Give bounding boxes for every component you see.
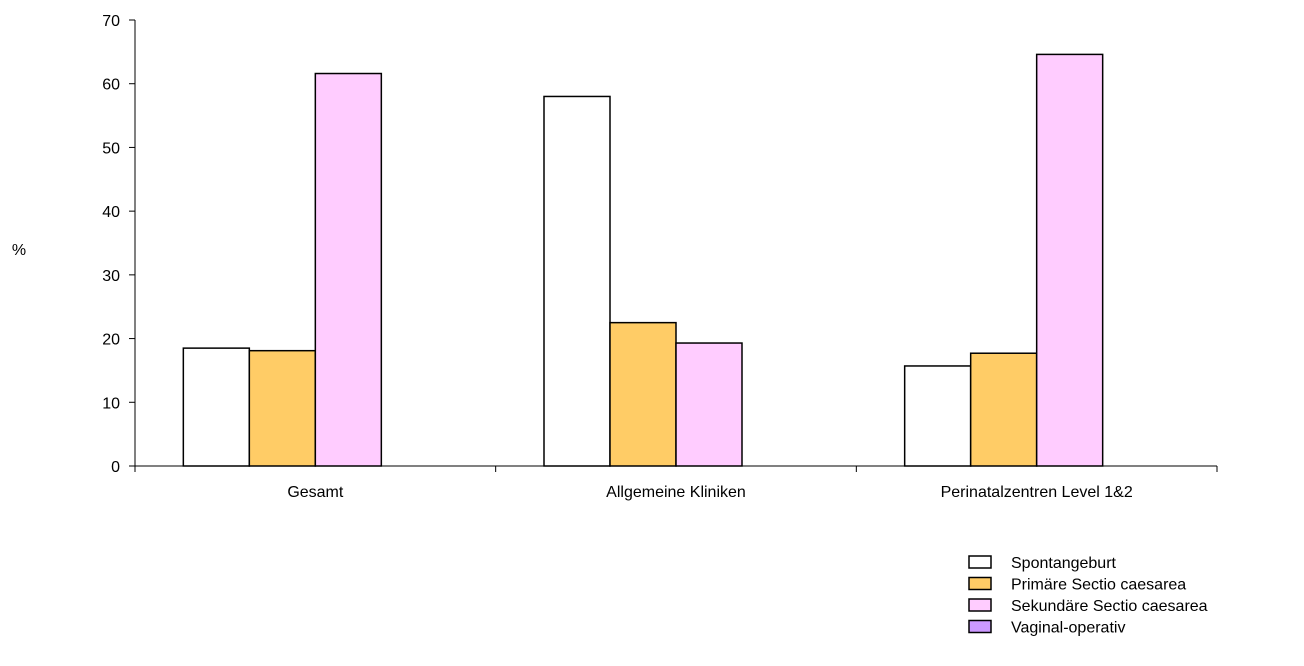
legend-label: Sekundäre Sectio caesarea <box>1011 598 1208 615</box>
x-category-label: Gesamt <box>287 484 344 501</box>
legend-swatch <box>968 555 992 569</box>
y-tick-label: 40 <box>102 204 120 221</box>
y-tick-label: 50 <box>102 140 120 157</box>
bar <box>675 342 743 467</box>
legend-label: Spontangeburt <box>1011 555 1117 572</box>
legend-swatch <box>968 619 992 634</box>
y-tick-label: 20 <box>102 332 120 349</box>
y-axis: 0 10 20 30 40 50 60 70 <box>102 13 136 476</box>
y-tick-label: 0 <box>111 459 120 476</box>
y-tick-label: 30 <box>102 268 120 285</box>
legend-swatch <box>968 576 992 591</box>
x-category-label: Perinatalzentren Level 1&2 <box>941 484 1133 501</box>
bar <box>1035 53 1104 467</box>
legend-swatch <box>968 598 992 612</box>
bar <box>903 365 972 467</box>
bar <box>314 72 383 467</box>
legend: Spontangeburt Primäre Sectio caesarea Seku… <box>968 555 1208 637</box>
y-tick-label: 10 <box>102 395 120 412</box>
x-category-label: Allgemeine Kliniken <box>606 484 746 501</box>
y-tick-label: 60 <box>102 77 120 94</box>
legend-label: Primäre Sectio caesarea <box>1011 577 1186 594</box>
bar <box>248 349 317 467</box>
bar <box>609 321 677 467</box>
bars <box>182 53 1104 467</box>
bar <box>543 95 611 467</box>
x-axis: Gesamt Allgemeine Kliniken Perinatalzentre… <box>134 465 1218 501</box>
y-tick-label: 70 <box>102 13 120 30</box>
bar <box>969 352 1038 467</box>
bar <box>182 347 251 467</box>
y-axis-label: % <box>12 242 26 259</box>
legend-label: Vaginal-operativ <box>1011 620 1125 637</box>
